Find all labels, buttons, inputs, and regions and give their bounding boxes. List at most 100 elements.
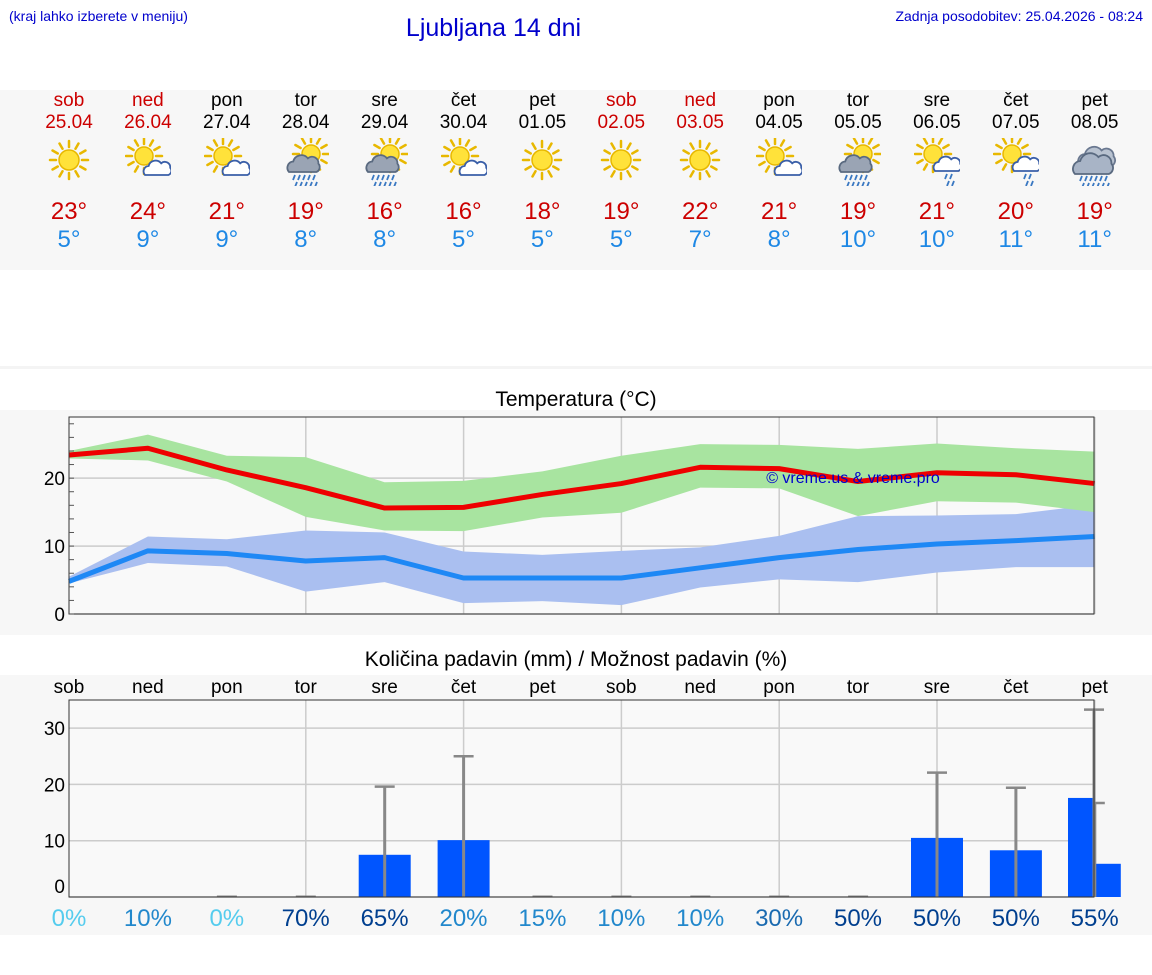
- forecast-day: čet 30.04 16° 5°: [427, 90, 501, 270]
- precip-chance-label: 20%: [439, 905, 487, 932]
- forecast-day-name: sre: [923, 90, 951, 111]
- y-tick-label: 30: [44, 719, 65, 740]
- precip-chance-label: 65%: [361, 905, 409, 932]
- forecast-max-temp: 24°: [129, 198, 167, 225]
- forecast-min-temp: 7°: [688, 226, 712, 253]
- forecast-day: sre 29.04 16° 8°: [348, 90, 422, 270]
- precip-bar: [1068, 797, 1094, 897]
- forecast-min-temp: 10°: [918, 226, 956, 253]
- sun-icon: [522, 139, 563, 181]
- sun-cloud-icon: [124, 138, 171, 176]
- forecast-day: čet 07.05 20° 11°: [979, 90, 1053, 270]
- forecast-day: ned 26.04 24° 9°: [111, 90, 185, 270]
- forecast-date: 01.05: [518, 112, 567, 133]
- x-tick-label: sre: [371, 677, 397, 698]
- min-temp-line: [68, 534, 1095, 584]
- x-tick-label: čet: [451, 677, 477, 698]
- forecast-min-temp: 5°: [609, 226, 633, 253]
- precip-chance-label: 0%: [209, 905, 244, 932]
- precip-chance-label: 0%: [52, 905, 87, 932]
- forecast-day-name: ned: [132, 90, 164, 111]
- forecast-min-temp: 5°: [452, 226, 475, 253]
- sun-cloud-icon: [756, 138, 803, 176]
- forecast-day-name: pet: [1081, 90, 1108, 111]
- x-tick-label: pet: [1081, 677, 1108, 698]
- precip-chance-label: 50%: [992, 905, 1040, 932]
- forecast-min-temp: 8°: [767, 226, 791, 253]
- forecast-max-temp: 18°: [524, 198, 561, 225]
- x-tick-label: pet: [529, 677, 556, 698]
- forecast-day-name: sob: [605, 90, 637, 111]
- forecast-min-temp: 11°: [1077, 226, 1112, 253]
- forecast-strip: sob 25.04 23° 5° ned 26.04 24° 9° pon 27.04 21° 9° t…: [0, 90, 1152, 270]
- location-hint: (kraj lahko izberete v meniju): [9, 8, 188, 24]
- forecast-max-temp: 16°: [366, 198, 403, 225]
- forecast-date: 02.05: [597, 112, 646, 133]
- precipitation-chart: sob ned pon tor sre čet pet sob ned pon tor sre čet p…: [44, 677, 1121, 932]
- precip-chance-label: 50%: [913, 905, 961, 932]
- forecast-max-temp: 19°: [603, 198, 640, 225]
- forecast-min-temp: 9°: [215, 226, 239, 253]
- forecast-date: 03.05: [676, 112, 724, 133]
- max-temp-line: [68, 445, 1095, 511]
- x-tick-label: sob: [54, 677, 85, 698]
- last-updated: Zadnja posodobitev: 25.04.2026 - 08:24: [895, 8, 1143, 24]
- forecast-max-temp: 23°: [50, 198, 88, 225]
- forecast-date: 06.05: [913, 112, 961, 133]
- plot-frame: [68, 416, 1095, 615]
- divider: [0, 366, 1152, 369]
- max-temp-range: [69, 434, 1095, 532]
- forecast-date: 26.04: [124, 112, 172, 133]
- x-tick-label: tor: [295, 677, 318, 698]
- forecast-min-temp: 9°: [136, 226, 160, 253]
- forecast-day: tor 28.04 19° 8°: [269, 90, 343, 270]
- forecast-date: 25.04: [45, 112, 93, 133]
- precip-chance-label: 10%: [676, 905, 724, 932]
- forecast-day-name: pet: [529, 90, 556, 111]
- forecast-day: pet 08.05 19° 11°: [1058, 90, 1132, 270]
- sun-cloud-icon: [440, 138, 487, 176]
- forecast-day-name: pon: [210, 90, 243, 111]
- forecast-max-temp: 21°: [208, 198, 245, 225]
- forecast-day-name: čet: [450, 90, 477, 111]
- forecast-day: sob 02.05 19° 5°: [584, 90, 658, 270]
- sun-cloud-shower-icon: [913, 138, 960, 186]
- forecast-day-name: pon: [763, 90, 795, 111]
- forecast-date: 27.04: [203, 112, 251, 133]
- plot-frame: [68, 699, 1095, 898]
- watermark: © vreme.us & vreme.pro: [766, 470, 940, 487]
- forecast-max-temp: 20°: [997, 198, 1034, 225]
- forecast-day: pet 01.05 18° 5°: [505, 90, 579, 270]
- forecast-day: tor 05.05 19° 10°: [821, 90, 895, 270]
- page-title: Ljubljana 14 dni: [405, 14, 582, 42]
- sun-cloud-rain-icon: [286, 138, 329, 186]
- forecast-max-temp: 19°: [1076, 198, 1113, 225]
- precip-chance-label: 50%: [834, 905, 882, 932]
- cloud-rain-icon: [1071, 145, 1116, 186]
- x-tick-label: pon: [763, 677, 795, 698]
- forecast-max-temp: 19°: [839, 198, 877, 225]
- sun-icon: [48, 139, 90, 181]
- x-tick-label: čet: [1003, 677, 1029, 698]
- x-tick-label: sob: [606, 677, 637, 698]
- sun-icon: [679, 139, 721, 181]
- y-tick-label: 10: [44, 537, 65, 558]
- forecast-min-temp: 5°: [57, 226, 81, 253]
- y-tick-label: 0: [54, 605, 65, 626]
- temperature-chart: 0 10 20 © vreme.us & vreme.pro: [44, 416, 1096, 626]
- y-tick-label: 20: [44, 775, 65, 796]
- sun-cloud-shower-icon: [992, 138, 1039, 186]
- precip-chance-label: 15%: [518, 905, 566, 932]
- y-tick-label: 20: [44, 469, 65, 490]
- sun-icon: [601, 139, 642, 181]
- sun-cloud-rain-icon: [365, 138, 408, 186]
- forecast-day: pon 04.05 21° 8°: [742, 90, 816, 270]
- x-tick-label: sre: [924, 677, 950, 698]
- forecast-day-name: tor: [846, 90, 870, 111]
- sun-cloud-rain-icon: [838, 138, 881, 186]
- forecast-min-temp: 8°: [294, 226, 318, 253]
- forecast-day: pon 27.04 21° 9°: [190, 90, 264, 270]
- precip-chance-label: 55%: [1071, 905, 1119, 932]
- temperature-chart-title: Temperatura (°C): [495, 388, 657, 411]
- x-tick-label: ned: [132, 677, 164, 698]
